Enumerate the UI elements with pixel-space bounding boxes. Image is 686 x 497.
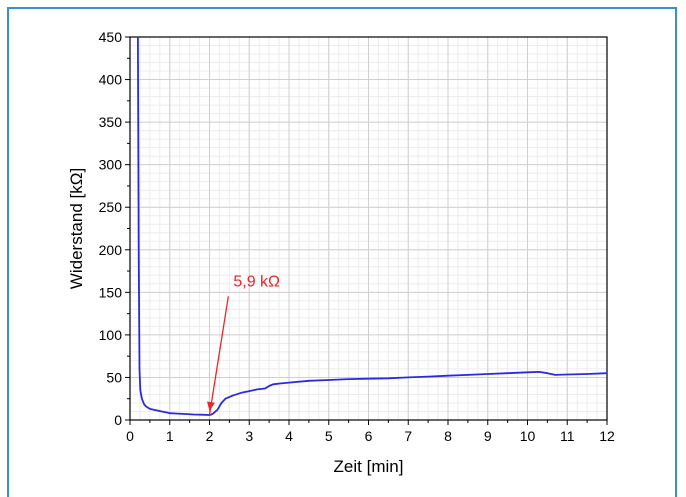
x-tick-label: 4 (285, 428, 293, 444)
x-tick-label: 3 (245, 428, 253, 444)
y-tick-label: 350 (99, 114, 123, 130)
series-line (137, 36, 608, 416)
x-tick-label: 11 (560, 428, 575, 444)
y-tick-label: 50 (106, 369, 122, 385)
x-tick-label: 6 (365, 428, 373, 444)
x-tick-label: 8 (444, 428, 452, 444)
y-tick-labels: 0 50 100 150 200 250 300 350 400 450 (99, 29, 123, 428)
y-tick-label: 0 (114, 412, 122, 428)
y-tick-label: 450 (99, 29, 123, 45)
x-tick-labels: 0 1 2 3 4 5 6 7 8 9 10 11 12 (126, 428, 615, 444)
y-tick-label: 150 (99, 284, 123, 300)
annotation-arrow-head (207, 401, 215, 411)
figure-frame (7, 7, 677, 497)
x-tick-label: 0 (126, 428, 134, 444)
annotation-layer: 5,9 kΩ (207, 273, 280, 416)
y-tick-label: 300 (99, 157, 123, 173)
x-tick-label: 1 (166, 428, 174, 444)
x-tick-label: 12 (599, 428, 615, 444)
major-grid (129, 36, 608, 421)
annotation-label: 5,9 kΩ (233, 273, 280, 290)
y-tick-label: 100 (99, 327, 123, 343)
annotation-arrow-line (208, 296, 229, 416)
x-tick-label: 5 (325, 428, 333, 444)
x-tick-label: 9 (484, 428, 492, 444)
y-tick-label: 400 (99, 72, 123, 88)
x-axis-title: Zeit [min] (334, 457, 404, 476)
series-layer (137, 36, 608, 416)
x-tick-label: 2 (206, 428, 214, 444)
x-tick-label: 10 (520, 428, 536, 444)
y-tick-label: 200 (99, 242, 123, 258)
y-axis-title: Widerstand [kΩ] (67, 168, 86, 289)
x-tick-label: 7 (404, 428, 412, 444)
axis-ticks (125, 36, 608, 425)
y-tick-label: 250 (99, 199, 123, 215)
